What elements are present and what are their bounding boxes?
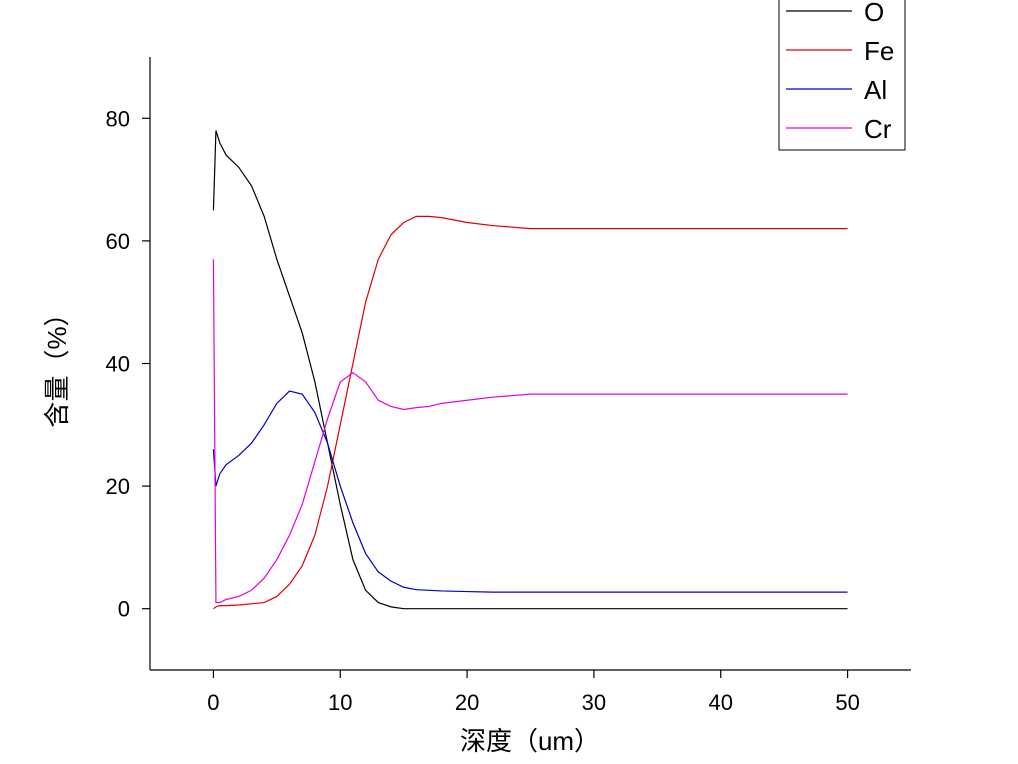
x-tick-label: 20: [455, 690, 479, 715]
line-series: [212, 259, 848, 604]
line-series: [212, 130, 848, 610]
y-tick-label: 60: [106, 229, 130, 254]
x-axis-label: 深度（um）: [460, 726, 600, 756]
legend-label: Cr: [864, 114, 892, 144]
legend-label: Fe: [864, 36, 894, 66]
line-series: [212, 390, 848, 593]
line-series: [213, 215, 848, 610]
x-tick-label: 40: [709, 690, 733, 715]
y-tick-label: 80: [106, 106, 130, 131]
y-axis-label: 含量（%）: [42, 300, 72, 427]
legend-label: O: [864, 0, 884, 27]
y-tick-label: 0: [118, 597, 130, 622]
x-tick-label: 0: [207, 690, 219, 715]
x-tick-label: 30: [582, 690, 606, 715]
legend-label: Al: [864, 75, 887, 105]
y-tick-label: 20: [106, 474, 130, 499]
x-tick-label: 50: [835, 690, 859, 715]
y-tick-label: 40: [106, 352, 130, 377]
legend-box: [778, 0, 906, 151]
x-tick-label: 10: [328, 690, 352, 715]
